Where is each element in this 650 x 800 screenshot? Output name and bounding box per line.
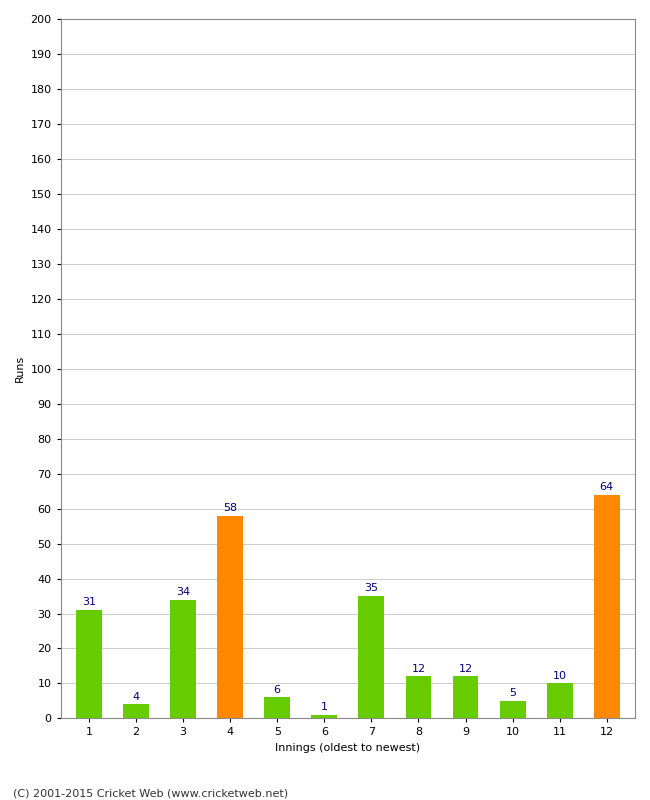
Bar (500, 701, 526, 718)
Text: 5: 5 (509, 688, 516, 698)
Bar (170, 599, 196, 718)
Text: 64: 64 (600, 482, 614, 492)
Text: (C) 2001-2015 Cricket Web (www.cricketweb.net): (C) 2001-2015 Cricket Web (www.cricketwe… (13, 788, 288, 798)
Bar (594, 494, 619, 718)
Y-axis label: Runs: Runs (15, 355, 25, 382)
Text: 58: 58 (223, 502, 237, 513)
Bar (358, 596, 384, 718)
Text: 4: 4 (133, 692, 140, 702)
Bar (406, 677, 432, 718)
Bar (547, 683, 573, 718)
Bar (265, 698, 290, 718)
Bar (76, 610, 102, 718)
Text: 35: 35 (365, 583, 378, 594)
Text: 1: 1 (321, 702, 328, 712)
Text: 31: 31 (82, 598, 96, 607)
Text: 34: 34 (176, 586, 190, 597)
Text: 12: 12 (411, 664, 426, 674)
X-axis label: Innings (oldest to newest): Innings (oldest to newest) (276, 743, 421, 753)
Text: 12: 12 (458, 664, 473, 674)
Bar (452, 677, 478, 718)
Bar (311, 715, 337, 718)
Bar (217, 515, 243, 718)
Text: 6: 6 (274, 685, 281, 694)
Text: 10: 10 (552, 670, 567, 681)
Bar (123, 705, 149, 718)
